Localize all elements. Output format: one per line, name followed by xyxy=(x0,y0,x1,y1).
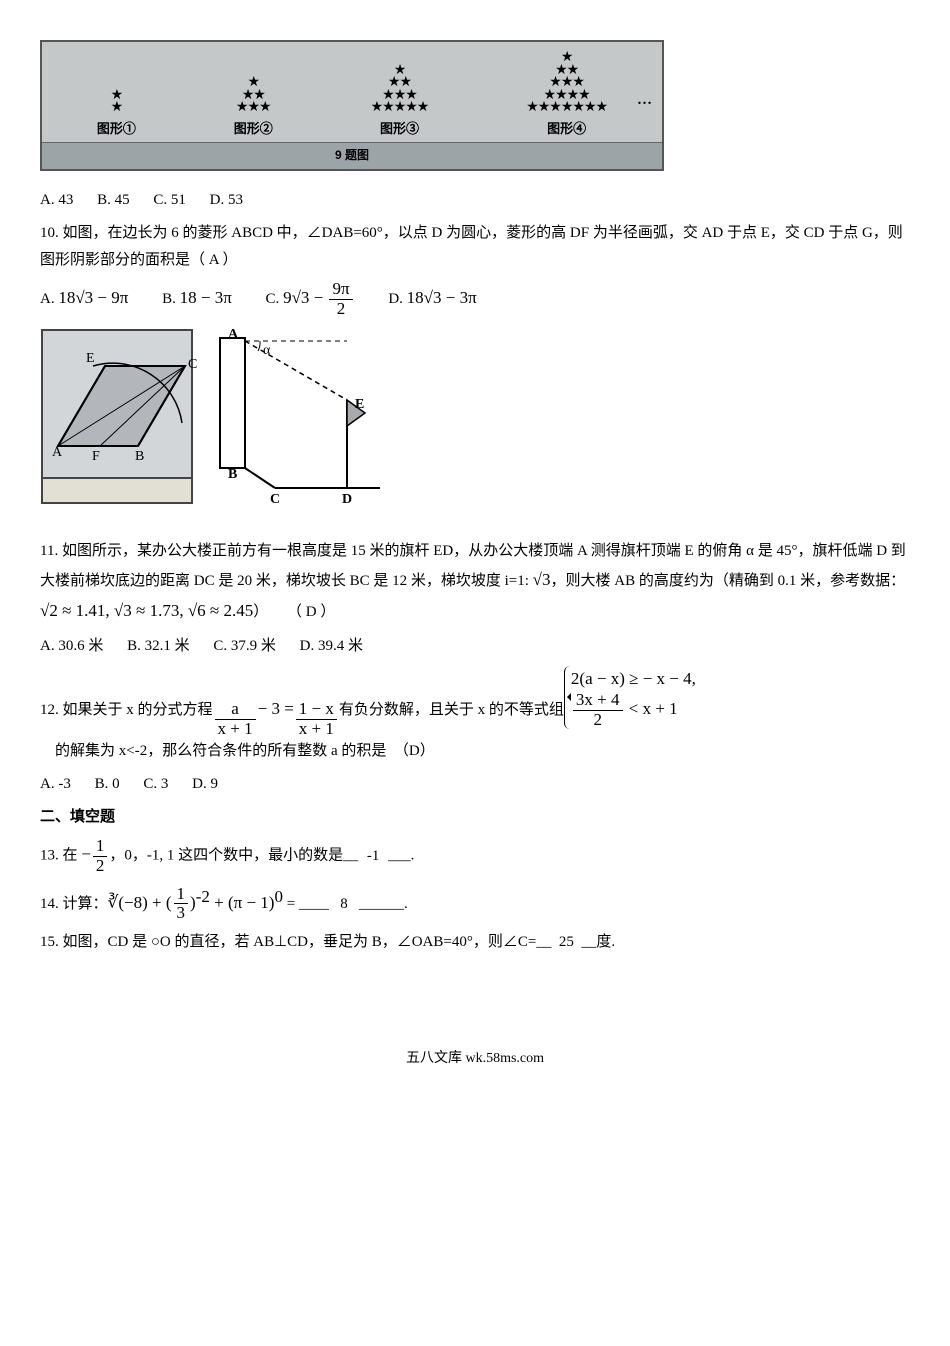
q10-label-F: F xyxy=(92,449,100,464)
q11-option-d: D. 39.4 米 xyxy=(300,633,363,660)
q10-option-d: D. 18√3 − 3π xyxy=(388,283,476,314)
q12-option-d: D. 9 xyxy=(192,771,218,798)
q10-label-Cleft: C xyxy=(188,357,197,372)
q11-text: 11. 如图所示，某办公大楼正前方有一根高度是 15 米的旗杆 ED，从办公大楼… xyxy=(40,538,910,626)
q9-option-d: D. 53 xyxy=(210,187,243,214)
q9-option-a: A. 43 xyxy=(40,187,73,214)
q9-option-b: B. 45 xyxy=(97,187,130,214)
q9-star-strip: ★ ★ 图形① ★ ★★ ★★★ 图形② ★ ★★ ★★★ ★★★★★ 图形③ … xyxy=(42,42,662,142)
q11-alpha: α xyxy=(263,343,271,358)
q12-answer: D xyxy=(409,738,420,765)
q10-options: A. 18√3 − 9π B. 18 − 3π C. 9√3 − 9π2 D. … xyxy=(40,280,910,318)
q11-option-b: B. 32.1 米 xyxy=(127,633,190,660)
q9-star-group-1: ★ ★ 图形① xyxy=(97,88,136,141)
q10-option-b: B. 18 − 3π xyxy=(162,283,232,314)
q9-figure-box: ★ ★ 图形① ★ ★★ ★★★ 图形② ★ ★★ ★★★ ★★★★★ 图形③ … xyxy=(40,40,664,171)
q10-label-B: B xyxy=(135,449,144,464)
q13-text: 13. 在 −12，0，-1, 1 这四个数中，最小的数是__-1___. xyxy=(40,837,910,875)
q11-label-A: A xyxy=(228,328,239,342)
q9-star-label-1: 图形① xyxy=(97,117,136,140)
q11-label-B: B xyxy=(228,467,237,482)
section-2-title: 二、填空题 xyxy=(40,804,910,831)
q10-text: 10. 如图，在边长为 6 的菱形 ABCD 中，∠DAB=60°，以点 D 为… xyxy=(40,220,910,274)
q11-label-D: D xyxy=(342,492,352,507)
q9-star-group-4: ★ ★★ ★★★ ★★★★ ★★★★★★★ 图形④ xyxy=(526,50,607,140)
q9-options: A. 43 B. 45 C. 51 D. 53 xyxy=(40,187,910,214)
q11-label-E: E xyxy=(355,397,364,412)
q12-option-a: A. -3 xyxy=(40,771,71,798)
q11-answer: （ D ） xyxy=(287,604,335,620)
q9-star-label-2: 图形② xyxy=(234,117,273,140)
q9-caption: 9 题图 xyxy=(42,142,662,169)
q9-star-group-3: ★ ★★ ★★★ ★★★★★ 图形③ xyxy=(371,63,429,141)
q10-q11-figure: A B C F E 10 题图 α A B C D E xyxy=(40,328,910,528)
q12-text: 12. 如果关于 x 的分式方程 ax + 1 − 3 = 1 − xx + 1… xyxy=(40,666,910,766)
q15-answer: 25 xyxy=(551,929,581,956)
q11-option-a: A. 30.6 米 xyxy=(40,633,103,660)
q15-text: 15. 如图，CD 是 ○O 的直径，若 AB⊥CD，垂足为 B，∠OAB=40… xyxy=(40,929,910,956)
q12-system: 2(a − x) ≥ − x − 4, 3x + 42 < x + 1 xyxy=(564,666,696,730)
q14-text: 14. 计算：∛(−8) + (13)-2 + (π − 1)0 = ____8… xyxy=(40,882,910,923)
q14-answer: 8 xyxy=(329,891,359,918)
page-footer: 五八文库 wk.58ms.com xyxy=(40,1046,910,1071)
q12-options: A. -3 B. 0 C. 3 D. 9 xyxy=(40,771,910,798)
q11-option-c: C. 37.9 米 xyxy=(213,633,276,660)
q11-options: A. 30.6 米 B. 32.1 米 C. 37.9 米 D. 39.4 米 xyxy=(40,633,910,660)
q9-ellipsis: … xyxy=(637,87,654,114)
q10-option-a: A. 18√3 − 9π xyxy=(40,283,128,314)
q9-option-c: C. 51 xyxy=(153,187,186,214)
q9-star-group-2: ★ ★★ ★★★ 图形② xyxy=(234,75,273,140)
q9-star-label-3: 图形③ xyxy=(371,117,429,140)
q13-answer: -1 xyxy=(358,843,388,870)
q10-option-c: C. 9√3 − 9π2 xyxy=(266,280,355,318)
q12-option-c: C. 3 xyxy=(143,771,168,798)
q11-label-C: C xyxy=(270,492,280,507)
q12-option-b: B. 0 xyxy=(95,771,120,798)
q10-label-E: E xyxy=(86,351,95,366)
q10-label-A: A xyxy=(52,445,63,460)
q9-star-label-4: 图形④ xyxy=(526,117,607,140)
